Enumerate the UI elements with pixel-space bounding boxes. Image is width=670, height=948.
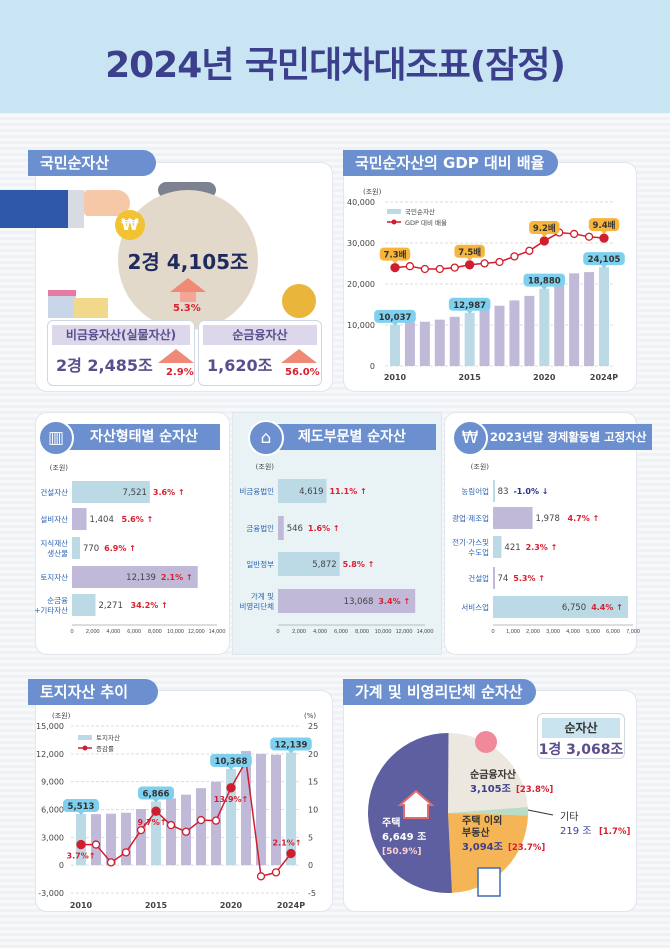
factory-illustration — [74, 298, 108, 318]
total-up-arrow-stem — [180, 292, 196, 302]
up-arrow-icon — [281, 349, 317, 363]
won-coin-icon: ₩ — [115, 210, 145, 240]
net-assets-total: 2경 4,105조 — [127, 250, 249, 274]
household-total-box: 순자산 1경 3,068조 — [537, 713, 625, 759]
by-type-header: 자산형태별 순자산 — [60, 424, 220, 450]
total-change: 5.3% — [173, 303, 201, 314]
building-illustration — [48, 290, 76, 318]
non-financial-label: 비금융자산(실물자산) — [52, 325, 190, 345]
land-panel — [35, 690, 333, 912]
net-financial-value: 1,620조 — [207, 356, 273, 375]
by-type-panel — [35, 412, 230, 655]
household-header: 가계 및 비영리단체 순자산 — [343, 679, 537, 705]
by-industry-header: 2023년말 경제활동별 고정자산 — [476, 424, 653, 450]
government-building-icon: ⌂ — [248, 420, 284, 456]
net-financial-change: 56.0% — [285, 367, 320, 378]
net-assets-header: 국민순자산 — [28, 150, 156, 176]
household-total-label: 순자산 — [542, 718, 620, 738]
non-financial-assets-box: 비금융자산(실물자산) 2경 2,485조 2.9% — [47, 320, 195, 386]
up-arrow-icon — [158, 349, 194, 363]
gdp-ratio-panel — [343, 162, 637, 392]
non-financial-change: 2.9% — [166, 367, 194, 378]
cuff-illustration — [68, 190, 84, 228]
money-stack-illustration — [282, 284, 316, 318]
page-title: 2024년 국민대차대조표(잠정) — [105, 45, 566, 86]
by-sector-header: 제도부문별 순자산 — [268, 424, 436, 450]
household-total-value: 1경 3,068조 — [538, 742, 624, 758]
net-financial-assets-box: 순금융자산 1,620조 56.0% — [198, 320, 322, 386]
gdp-ratio-header: 국민순자산의 GDP 대비 배율 — [343, 150, 559, 176]
title-band — [0, 0, 670, 113]
non-financial-value: 2경 2,485조 — [56, 356, 153, 375]
total-up-arrow-icon — [170, 278, 206, 292]
land-header: 토지자산 추이 — [28, 679, 158, 705]
net-financial-label: 순금융자산 — [203, 325, 317, 345]
money-bag-icon — [118, 190, 258, 330]
building-icon: ▥ — [38, 420, 74, 456]
coin-stack-icon: ₩ — [452, 420, 488, 456]
sleeve-illustration — [0, 190, 70, 228]
